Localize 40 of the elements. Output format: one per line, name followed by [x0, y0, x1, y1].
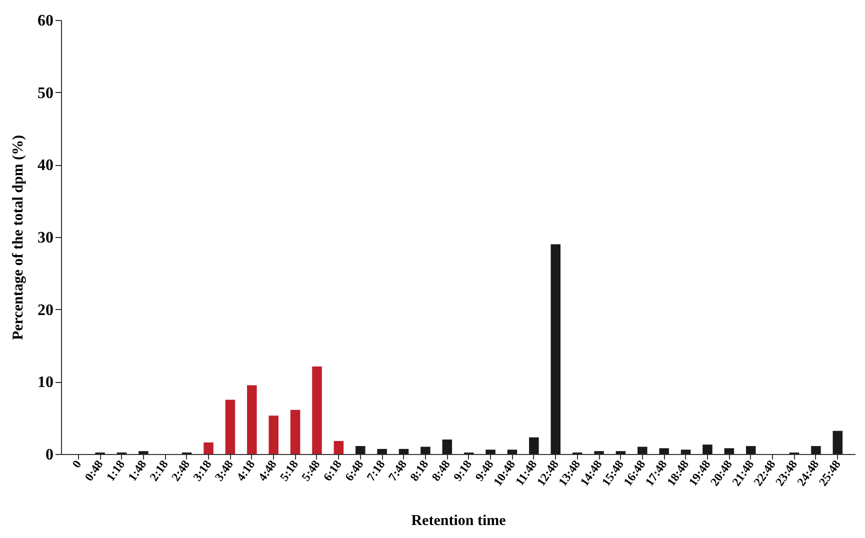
- y-tick-label: 50: [38, 84, 54, 102]
- bar: [247, 385, 257, 454]
- bar: [746, 446, 756, 454]
- bar: [420, 446, 430, 454]
- bar: [832, 430, 843, 454]
- bar: [529, 437, 539, 454]
- bar: [138, 451, 148, 454]
- bar: [638, 446, 648, 454]
- x-tick-label: 6:48: [342, 457, 366, 484]
- x-tick-label: 6:18: [320, 457, 344, 484]
- bar: [550, 244, 561, 454]
- x-axis-title: Retention time: [411, 512, 506, 529]
- y-tick-label: 40: [38, 157, 54, 174]
- bar: [616, 451, 626, 454]
- bar: [312, 366, 322, 454]
- y-tick-label: 60: [38, 12, 54, 30]
- x-tick-label: 0: [69, 457, 84, 470]
- bar: [225, 400, 236, 454]
- bar: [398, 448, 409, 454]
- bar: [702, 444, 712, 454]
- bar: [355, 446, 366, 454]
- bar: [724, 448, 734, 454]
- bar: [594, 451, 604, 454]
- y-tick-label: 0: [46, 446, 54, 464]
- bar: [334, 440, 344, 454]
- bar: [811, 446, 821, 454]
- bar: [377, 448, 387, 454]
- bar: [290, 410, 300, 454]
- x-tick-label: 0:48: [82, 457, 106, 484]
- bar: [204, 442, 214, 454]
- y-tick-label: 20: [38, 302, 54, 319]
- bar: [442, 440, 452, 454]
- bar: [268, 416, 278, 454]
- bar: [680, 450, 691, 454]
- y-axis-title: Percentage of the total dpm (%): [10, 134, 26, 340]
- bar: [486, 450, 496, 454]
- y-tick-label: 30: [38, 230, 54, 246]
- y-tick-label: 10: [38, 374, 54, 392]
- bar: [659, 448, 669, 454]
- bar: [507, 450, 518, 454]
